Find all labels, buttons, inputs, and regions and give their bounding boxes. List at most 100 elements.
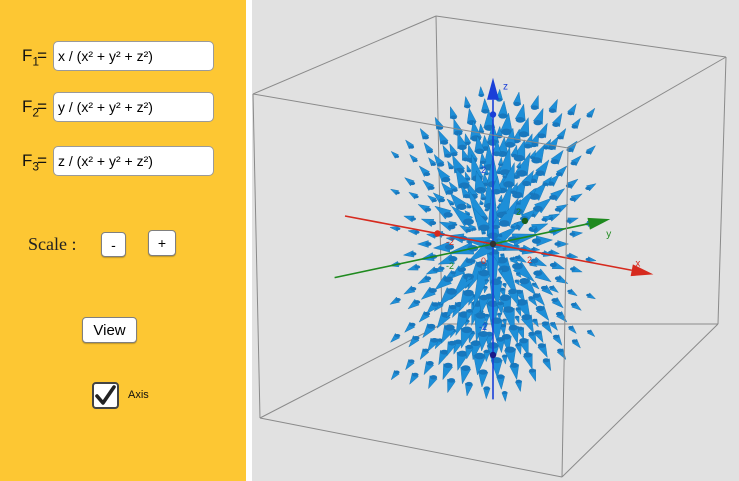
- field-arrow-base: [519, 337, 529, 344]
- field-arrow-base: [550, 159, 559, 165]
- field-arrow-base: [427, 185, 435, 190]
- field-arrow-base: [479, 294, 489, 301]
- field-arrow-base: [443, 276, 454, 283]
- field-arrow-base: [454, 339, 462, 345]
- field-arrow-base: [449, 304, 457, 310]
- field-arrow-base: [443, 362, 453, 369]
- view-button[interactable]: View: [82, 317, 137, 343]
- field-arrow-base: [557, 348, 564, 353]
- box-edge: [567, 56, 727, 149]
- field-arrow-base: [467, 169, 471, 173]
- field-arrow-base: [500, 128, 512, 136]
- field-arrow-base: [424, 207, 432, 212]
- field-arrow-base: [498, 234, 503, 237]
- z-axis-arrowhead-icon: [487, 77, 499, 100]
- f2-input[interactable]: [53, 92, 214, 122]
- panel-divider: [246, 0, 252, 481]
- field-arrow-base: [513, 175, 520, 179]
- field-arrow-base: [445, 190, 454, 195]
- field-arrow-base: [585, 186, 591, 191]
- field-arrow-base: [414, 230, 420, 234]
- field-arrow-base: [569, 232, 576, 236]
- field-arrow-base: [448, 340, 457, 346]
- field-arrow-base: [497, 276, 502, 280]
- field-arrow-base: [484, 172, 489, 176]
- scale-minus-button[interactable]: -: [101, 232, 126, 257]
- field-arrow-base: [512, 262, 523, 270]
- scale-plus-button[interactable]: +: [148, 230, 176, 256]
- field-arrow-base: [502, 247, 507, 251]
- field-arrow-base: [515, 379, 522, 384]
- x-tick-label: 0: [481, 256, 486, 266]
- f1-row: F1=: [22, 41, 52, 73]
- field-arrow-base: [498, 163, 503, 167]
- field-arrow-base: [429, 375, 438, 380]
- field-arrow-base: [410, 252, 417, 256]
- field-arrow-base: [439, 266, 445, 271]
- field-arrow-base: [432, 267, 439, 272]
- field-arrow-base: [491, 357, 502, 364]
- field-arrow-base: [480, 160, 486, 164]
- coordinate-axes: x y z -2 0 2 -2 2 -2 2: [334, 77, 654, 400]
- field-arrow-base: [484, 208, 489, 212]
- field-arrow-base: [412, 372, 419, 377]
- field-arrow-base: [481, 231, 486, 235]
- field-arrow-base: [395, 191, 400, 195]
- field-arrow-base: [511, 153, 518, 158]
- field-arrow-base: [547, 145, 556, 150]
- scale-label: Scale :: [28, 234, 77, 254]
- field-arrow-base: [523, 352, 533, 358]
- field-arrow-base: [515, 315, 519, 319]
- field-arrow-base: [529, 192, 534, 196]
- field-arrow-base: [499, 294, 511, 301]
- field-arrow-base: [510, 190, 517, 195]
- field-arrow-base: [450, 202, 455, 206]
- f3-row: F3=: [22, 146, 52, 178]
- field-arrow-base: [543, 146, 549, 150]
- y-axis-arrowhead-icon: [587, 217, 611, 230]
- graphics-3d-view[interactable]: x y z -2 0 2 -2 2 -2 2: [252, 0, 739, 481]
- field-arrow-base: [478, 331, 489, 338]
- field-arrow-base: [466, 309, 473, 313]
- field-arrow-base: [586, 293, 591, 297]
- field-arrow-base: [444, 244, 455, 250]
- field-arrow-base: [528, 331, 536, 336]
- f3-input[interactable]: [53, 146, 214, 176]
- field-arrow-base: [425, 242, 432, 246]
- z-tick-label: 2: [481, 165, 486, 175]
- field-arrow-base: [437, 162, 445, 167]
- field-arrow-base: [552, 334, 560, 339]
- field-arrow-base: [464, 104, 471, 109]
- field-arrow-base: [567, 111, 574, 116]
- field-arrow-base: [450, 152, 458, 157]
- field-arrow-base: [565, 219, 572, 223]
- field-arrow-base: [498, 268, 503, 271]
- field-arrow-base: [570, 302, 577, 307]
- field-arrow-base: [529, 227, 534, 231]
- field-arrow-base: [535, 305, 545, 312]
- field-arrow-base: [461, 365, 471, 371]
- field-arrow-base: [508, 288, 517, 295]
- field-arrow-base: [541, 321, 549, 326]
- axis-point-marker: [489, 351, 497, 359]
- field-arrow-base: [431, 199, 437, 203]
- axis-checkbox[interactable]: [92, 382, 119, 409]
- field-arrow-base: [479, 202, 484, 206]
- field-arrow-base: [475, 187, 487, 194]
- field-arrow-base: [532, 318, 537, 322]
- field-arrow-base: [554, 242, 561, 246]
- f1-input[interactable]: [53, 41, 214, 71]
- field-arrow-base: [437, 338, 443, 342]
- field-arrow-base: [457, 350, 468, 357]
- field-arrow-base: [496, 374, 505, 379]
- field-arrow-base: [515, 307, 521, 311]
- field-arrow-base: [424, 276, 432, 281]
- field-arrow-base: [479, 167, 484, 170]
- field-arrow-base: [537, 133, 546, 139]
- z-axis-label: z: [503, 82, 508, 93]
- field-arrow-base: [551, 298, 559, 303]
- field-arrow-base: [465, 258, 474, 264]
- field-arrow-base: [478, 269, 490, 277]
- field-arrow-base: [549, 194, 558, 200]
- field-arrow-base: [446, 288, 458, 295]
